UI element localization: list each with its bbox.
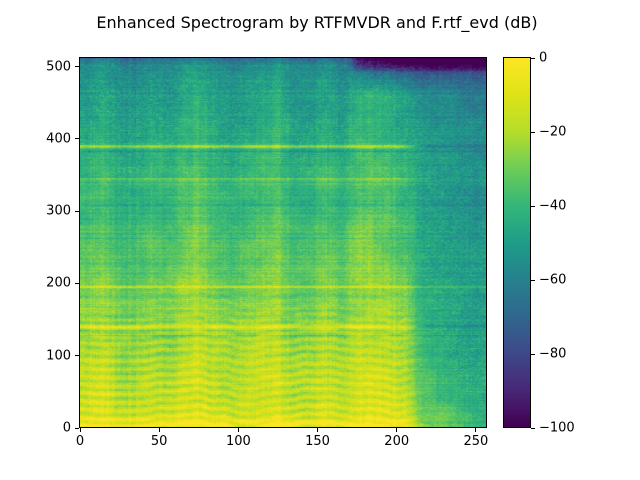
colorbar-tick-mark (531, 279, 535, 281)
colorbar-tick-mark (531, 205, 535, 207)
y-tick-mark (75, 282, 79, 284)
y-tick-label: 400 (46, 131, 71, 147)
colorbar-tick-mark (531, 131, 535, 133)
y-tick-mark (75, 210, 79, 212)
y-tick-label: 200 (46, 275, 71, 291)
x-tick-label: 200 (384, 434, 410, 449)
x-tick-mark (475, 428, 477, 432)
x-tick-mark (158, 428, 160, 432)
colorbar-tick-mark (531, 57, 535, 59)
x-tick-mark (79, 428, 81, 432)
x-tick-label: 100 (225, 434, 251, 449)
y-tick-mark (75, 355, 79, 357)
y-tick-label: 500 (46, 59, 71, 75)
x-tick-mark (396, 428, 398, 432)
colorbar-tick-label: −100 (539, 420, 575, 436)
colorbar-tick-mark (531, 353, 535, 355)
colorbar-tick-label: −80 (539, 346, 567, 362)
spectrogram-image (80, 58, 487, 428)
colorbar-tick-mark (531, 427, 535, 429)
colorbar-tick-label: 0 (539, 50, 548, 66)
y-tick-label: 300 (46, 203, 71, 219)
x-tick-label: 50 (150, 434, 168, 449)
x-tick-mark (317, 428, 319, 432)
y-tick-label: 100 (46, 348, 71, 364)
x-tick-mark (237, 428, 239, 432)
y-tick-mark (75, 66, 79, 68)
y-tick-mark (75, 138, 79, 140)
x-tick-label: 150 (305, 434, 330, 449)
x-tick-label: 0 (75, 434, 85, 449)
colorbar-tick-label: −20 (539, 124, 567, 140)
x-tick-label: 250 (463, 434, 489, 449)
y-tick-mark (75, 427, 79, 429)
colorbar-tick-label: −60 (539, 272, 567, 288)
chart-title: Enhanced Spectrogram by RTFMVDR and F.rt… (96, 13, 538, 32)
colorbar-tick-label: −40 (539, 198, 567, 214)
colorbar-gradient (504, 58, 530, 427)
y-tick-label: 0 (62, 420, 71, 436)
